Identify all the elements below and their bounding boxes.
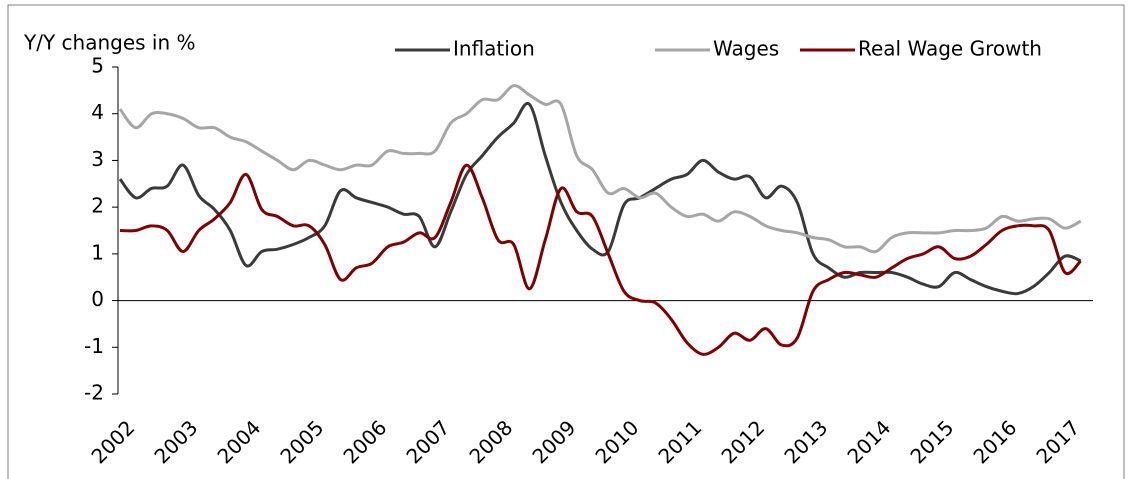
- legend-label: Real Wage Growth: [858, 37, 1042, 61]
- y-tick-label: -2: [84, 381, 104, 405]
- line: [118, 101, 1082, 296]
- x-tick-label: 2005: [275, 415, 328, 468]
- x-tick-label: 2013: [779, 415, 832, 468]
- x-tick-label: 2004: [212, 415, 265, 468]
- y-tick-label: 0: [91, 287, 104, 311]
- x-tick-label: 2009: [527, 415, 580, 468]
- frame: [7, 4, 1125, 479]
- y-tick-label: 3: [91, 147, 104, 171]
- axis-label: Y/Y changes in %: [23, 31, 196, 55]
- x-tick-label: 2017: [1031, 415, 1084, 468]
- x-tick-label: 2002: [86, 415, 139, 468]
- x-tick-label: 2015: [905, 415, 958, 468]
- x-tick-label: 2008: [464, 415, 517, 468]
- y-tick-label: 5: [91, 54, 104, 78]
- x-tick-label: 2003: [149, 415, 202, 468]
- legend-label: Inflation: [453, 37, 535, 61]
- x-tick-label: 2011: [653, 415, 706, 468]
- x-tick-label: 2006: [338, 415, 391, 468]
- x-tick-label: 2016: [968, 415, 1021, 468]
- y-tick-label: 1: [91, 240, 104, 264]
- line: [119, 163, 1082, 356]
- line: [118, 84, 1082, 254]
- y-tick-label: -1: [84, 334, 104, 358]
- x-tick-label: 2007: [401, 415, 454, 468]
- y-tick-label: 2: [91, 194, 104, 218]
- legend-label: Wages: [713, 37, 779, 61]
- x-tick-label: 2010: [590, 415, 643, 468]
- y-tick-label: 4: [91, 100, 104, 124]
- x-tick-label: 2012: [716, 415, 769, 468]
- x-tick-label: 2014: [842, 415, 895, 468]
